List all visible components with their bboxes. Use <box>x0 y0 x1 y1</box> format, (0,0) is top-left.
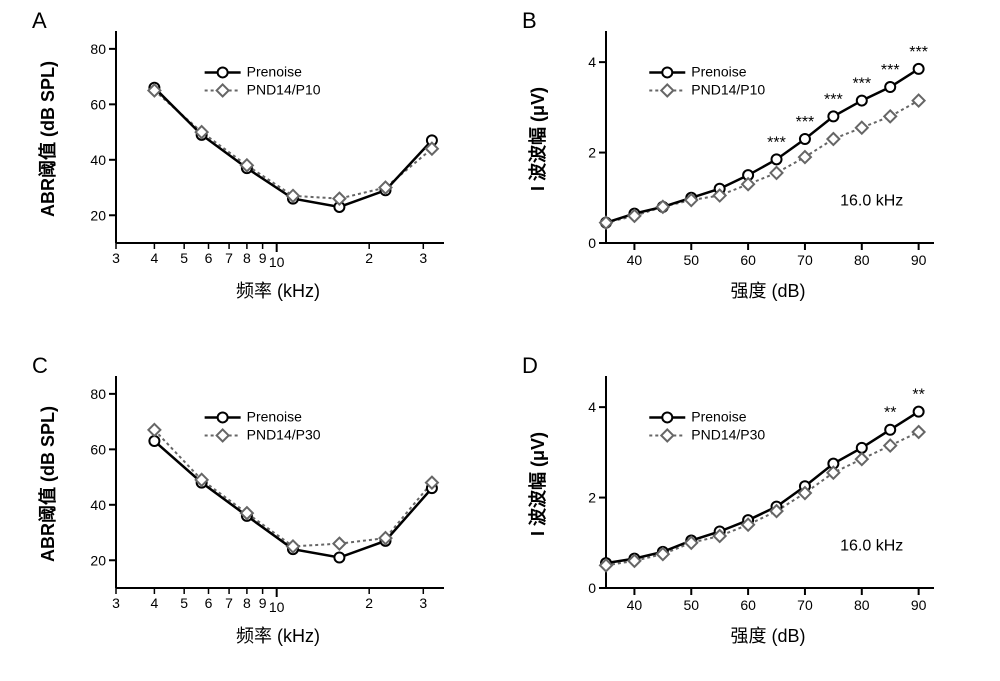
svg-text:6: 6 <box>205 595 213 611</box>
svg-text:50: 50 <box>683 597 699 613</box>
svg-text:70: 70 <box>797 597 813 613</box>
svg-text:16.0 kHz: 16.0 kHz <box>840 193 903 210</box>
chart-c: 20 40 60 80 3 4 5 6789 2 3 10 频率 (kHz) ABR阈值 (dB SPL… <box>30 350 460 650</box>
svg-text:90: 90 <box>911 252 927 268</box>
svg-text:4: 4 <box>588 54 596 70</box>
svg-text:I 波波幅 (μV): I 波波幅 (μV) <box>527 432 548 536</box>
svg-text:ABR阈值 (dB SPL): ABR阈值 (dB SPL) <box>37 61 58 217</box>
svg-text:3: 3 <box>112 595 120 611</box>
svg-text:7: 7 <box>225 595 233 611</box>
svg-text:2: 2 <box>588 490 596 506</box>
svg-text:频率 (kHz): 频率 (kHz) <box>236 281 320 301</box>
svg-text:50: 50 <box>683 252 699 268</box>
svg-text:4: 4 <box>150 250 158 266</box>
svg-text:40: 40 <box>627 597 643 613</box>
svg-text:60: 60 <box>740 252 756 268</box>
svg-text:***: *** <box>881 62 900 79</box>
panel-a: 20 40 60 80 3 4 5 6789 2 3 10 频率 (kHz) ABR阈值 (dB SPL… <box>30 5 460 305</box>
svg-text:9: 9 <box>259 595 267 611</box>
svg-text:10: 10 <box>269 599 285 615</box>
svg-text:**: ** <box>884 405 896 422</box>
svg-text:10: 10 <box>269 254 285 270</box>
svg-text:***: *** <box>796 114 815 131</box>
chart-a: 20 40 60 80 3 4 5 6789 2 3 10 频率 (kHz) ABR阈值 (dB SPL… <box>30 5 460 305</box>
chart-b: 0 2 4 40 50 60 70 80 90 强度 (dB) I 波波幅 (μV) *** *** **… <box>520 5 950 305</box>
svg-text:80: 80 <box>854 597 870 613</box>
svg-text:强度 (dB): 强度 (dB) <box>730 626 805 646</box>
svg-text:7: 7 <box>225 250 233 266</box>
svg-text:60: 60 <box>90 96 106 112</box>
svg-text:**: ** <box>912 387 924 404</box>
svg-text:PND14/P30: PND14/P30 <box>691 426 765 442</box>
svg-text:8: 8 <box>243 250 251 266</box>
svg-text:2: 2 <box>588 145 596 161</box>
chart-d: 0 2 4 40 50 60 70 80 90 强度 (dB) I 波波幅 (μV) ** ** 16.0… <box>520 350 950 650</box>
svg-text:***: *** <box>767 134 786 151</box>
svg-text:40: 40 <box>627 252 643 268</box>
panel-d: 0 2 4 40 50 60 70 80 90 强度 (dB) I 波波幅 (μV) ** ** 16.0… <box>520 350 950 650</box>
svg-text:4: 4 <box>150 595 158 611</box>
svg-text:Prenoise: Prenoise <box>247 63 302 79</box>
svg-text:Prenoise: Prenoise <box>247 408 302 424</box>
svg-text:20: 20 <box>90 207 106 223</box>
svg-text:4: 4 <box>588 399 596 415</box>
svg-text:90: 90 <box>911 597 927 613</box>
svg-text:5: 5 <box>180 595 188 611</box>
panel-b: 0 2 4 40 50 60 70 80 90 强度 (dB) I 波波幅 (μV) *** *** **… <box>520 5 950 305</box>
svg-text:I 波波幅 (μV): I 波波幅 (μV) <box>527 87 548 191</box>
svg-text:60: 60 <box>740 597 756 613</box>
svg-text:PND14/P10: PND14/P10 <box>691 81 765 97</box>
figure: A B C D 2040608034567892310频率 (kHz)ABR阈值… <box>0 0 1000 681</box>
svg-text:Prenoise: Prenoise <box>691 63 746 79</box>
svg-text:***: *** <box>852 76 871 93</box>
svg-text:80: 80 <box>854 252 870 268</box>
svg-text:PND14/P30: PND14/P30 <box>247 426 321 442</box>
svg-text:3: 3 <box>419 250 427 266</box>
svg-text:0: 0 <box>588 580 596 596</box>
svg-text:***: *** <box>909 44 928 61</box>
svg-text:Prenoise: Prenoise <box>691 408 746 424</box>
svg-text:PND14/P10: PND14/P10 <box>247 81 321 97</box>
svg-text:3: 3 <box>112 250 120 266</box>
svg-text:60: 60 <box>90 441 106 457</box>
svg-text:2: 2 <box>365 250 373 266</box>
svg-text:80: 80 <box>90 41 106 57</box>
svg-text:2: 2 <box>365 595 373 611</box>
svg-text:ABR阈值 (dB SPL): ABR阈值 (dB SPL) <box>37 406 58 562</box>
svg-text:9: 9 <box>259 250 267 266</box>
svg-text:20: 20 <box>90 552 106 568</box>
svg-text:***: *** <box>824 91 843 108</box>
svg-text:3: 3 <box>419 595 427 611</box>
svg-text:16.0 kHz: 16.0 kHz <box>840 538 903 555</box>
svg-text:40: 40 <box>90 497 106 513</box>
panel-c: 20 40 60 80 3 4 5 6789 2 3 10 频率 (kHz) ABR阈值 (dB SPL… <box>30 350 460 650</box>
svg-text:8: 8 <box>243 595 251 611</box>
svg-text:80: 80 <box>90 386 106 402</box>
svg-text:强度 (dB): 强度 (dB) <box>730 281 805 301</box>
svg-text:5: 5 <box>180 250 188 266</box>
svg-text:频率 (kHz): 频率 (kHz) <box>236 626 320 646</box>
svg-text:40: 40 <box>90 152 106 168</box>
svg-text:0: 0 <box>588 235 596 251</box>
svg-text:70: 70 <box>797 252 813 268</box>
svg-text:6: 6 <box>205 250 213 266</box>
